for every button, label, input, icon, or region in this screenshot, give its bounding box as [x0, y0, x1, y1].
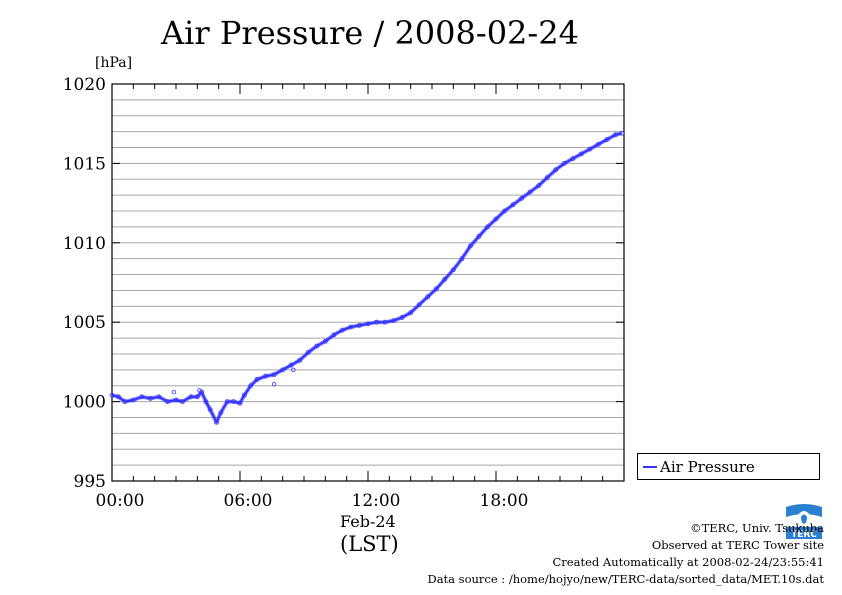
data-point: [416, 302, 422, 308]
data-point-outlier: [171, 389, 177, 395]
data-point: [596, 141, 601, 147]
data-point: [214, 419, 219, 425]
data-point: [314, 343, 320, 349]
data-point: [357, 322, 362, 328]
terc-logo-icon: TERC: [784, 503, 824, 541]
data-point: [561, 160, 567, 166]
data-point: [365, 321, 371, 327]
data-point: [322, 338, 328, 344]
plot-frame: [111, 83, 625, 482]
credits-copyright: ©TERC, Univ. Tsukuba: [690, 521, 824, 535]
svg-text:TERC: TERC: [791, 530, 817, 540]
data-point: [218, 410, 224, 416]
data-point: [553, 167, 559, 173]
credits-source: Data source : /home/hojyo/new/TERC-data/…: [427, 572, 824, 586]
credits-observed: Observed at TERC Tower site: [651, 538, 824, 552]
data-point: [194, 394, 200, 400]
data-point: [391, 318, 397, 324]
data-point: [203, 399, 209, 405]
y-tick-label: 1005: [63, 313, 106, 333]
x-tick-label: 18:00: [480, 491, 529, 511]
data-point: [147, 396, 153, 401]
data-point: [382, 319, 388, 325]
data-point: [116, 394, 121, 400]
data-point: [139, 394, 145, 400]
data-point: [374, 319, 379, 325]
data-point: [231, 399, 237, 405]
data-point-outlier: [271, 381, 277, 387]
data-point: [408, 310, 414, 316]
data-point: [570, 156, 576, 162]
data-point: [288, 362, 294, 368]
data-point: [619, 130, 625, 136]
data-point: [459, 256, 465, 262]
data-point: [613, 132, 618, 138]
data-point: [493, 216, 499, 222]
data-point: [450, 267, 456, 273]
data-point: [425, 294, 431, 300]
data-point: [527, 189, 533, 195]
y-tick-label: 1015: [63, 154, 106, 174]
data-point-outlier: [197, 388, 202, 393]
data-point: [263, 373, 269, 379]
data-point: [237, 400, 243, 406]
data-point: [130, 397, 136, 403]
data-point: [433, 286, 439, 292]
data-point: [165, 399, 170, 405]
legend-entry-air-pressure: Air Pressure: [660, 458, 755, 476]
data-point: [109, 392, 115, 398]
data-point: [297, 357, 303, 363]
x-tick-label: 06:00: [224, 491, 273, 511]
data-point: [476, 234, 482, 239]
data-point: [519, 195, 524, 201]
data-point: [399, 315, 405, 320]
data-point: [339, 327, 345, 333]
data-point: [348, 324, 354, 330]
data-point: [604, 137, 610, 142]
x-tick-label: 00:00: [96, 491, 145, 511]
data-point: [331, 332, 337, 338]
data-point: [179, 399, 185, 405]
data-point: [271, 372, 277, 378]
data-point: [241, 392, 247, 398]
y-axis-unit-label: [hPa]: [95, 55, 133, 71]
data-point: [578, 151, 584, 157]
data-point: [254, 376, 260, 382]
data-point: [224, 399, 230, 405]
y-tick-label: 995: [74, 472, 106, 492]
data-point: [502, 208, 507, 214]
data-point: [173, 397, 179, 403]
data-point-outlier: [291, 367, 296, 373]
data-point: [248, 383, 254, 389]
y-tick-label: 1020: [63, 75, 106, 95]
x-axis-date-label: Feb-24: [340, 512, 396, 531]
x-tick-label: 12:00: [352, 491, 401, 511]
credits-created: Created Automatically at 2008-02-24/23:5…: [552, 555, 825, 569]
data-point: [485, 224, 490, 230]
data-point: [122, 399, 128, 405]
y-tick-label: 1010: [63, 234, 106, 254]
chart-title: Air Pressure / 2008-02-24: [161, 14, 579, 52]
data-point: [544, 175, 550, 181]
y-tick-label: 1000: [63, 393, 106, 413]
chart-legend: Air Pressure: [637, 453, 820, 480]
legend-swatch: [643, 466, 657, 468]
credits-block: ©TERC, Univ. Tsukuba Observed at TERC To…: [427, 520, 824, 588]
data-point: [188, 394, 194, 400]
data-point: [280, 367, 286, 373]
data-point: [207, 407, 213, 412]
data-point: [510, 202, 516, 208]
data-point: [156, 394, 162, 400]
data-point: [587, 146, 593, 152]
data-point: [442, 276, 448, 282]
data-point: [305, 349, 311, 355]
data-point: [467, 243, 473, 249]
data-point: [536, 183, 542, 189]
x-axis-timezone-label: (LST): [340, 532, 399, 556]
